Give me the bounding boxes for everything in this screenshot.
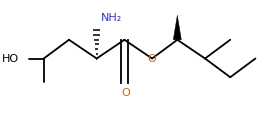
Polygon shape — [173, 15, 181, 40]
Text: NH₂: NH₂ — [100, 13, 122, 23]
Text: O: O — [148, 53, 156, 64]
Text: O: O — [121, 88, 130, 98]
Text: HO: HO — [1, 53, 19, 64]
